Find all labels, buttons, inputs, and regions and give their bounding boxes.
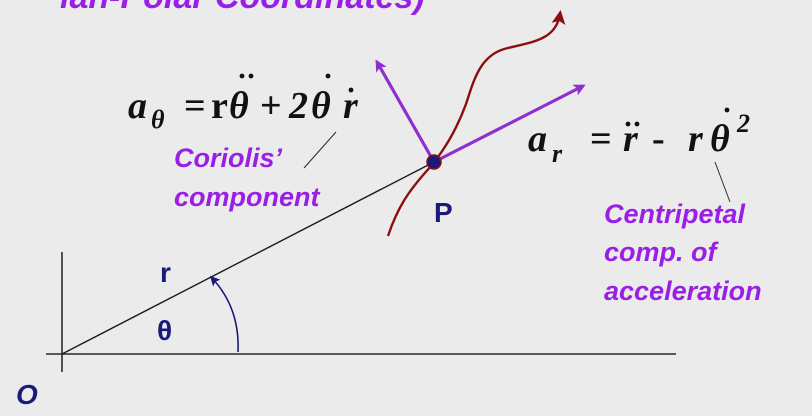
- a-r-equation: a r = r - r θ 2: [528, 107, 750, 168]
- a-theta-equals: =: [184, 85, 206, 127]
- a-r-exponent: 2: [736, 109, 750, 138]
- a-theta-theta2: θ: [311, 85, 331, 127]
- a-theta-coef: 2: [288, 85, 308, 127]
- a-r-subscript: r: [552, 139, 563, 168]
- angle-label: θ: [157, 315, 172, 346]
- radial-acceleration-vector: [433, 84, 586, 164]
- radius-label: r: [160, 257, 171, 288]
- radius-line: [61, 161, 435, 355]
- a-r-r1: r: [623, 118, 639, 160]
- a-theta-plus: +: [260, 85, 282, 127]
- point-p-dot: [426, 154, 442, 170]
- point-p-label: P: [434, 197, 453, 228]
- centripetal-label-line3: acceleration: [604, 276, 762, 306]
- theta1-dot-right: [248, 73, 254, 79]
- a-r-r2: r: [688, 118, 704, 160]
- a-r-equals: =: [590, 118, 612, 160]
- r1-dot-right: [634, 121, 640, 127]
- theta-arc-arrow: [209, 275, 239, 353]
- a-r-theta: θ: [710, 118, 730, 160]
- a-theta-symbol: a: [128, 85, 147, 127]
- theta1-dot-left: [239, 73, 245, 79]
- a-theta-theta1: θ: [229, 85, 249, 127]
- a-theta-r1: r: [211, 85, 228, 127]
- origin-label: O: [16, 379, 38, 410]
- coriolis-label-line2: component: [174, 182, 321, 212]
- a-r-symbol: a: [528, 118, 547, 160]
- r2-dot: [348, 87, 354, 93]
- coriolis-label-line1: Coriolis’: [174, 143, 283, 173]
- particle-path-curve: [386, 10, 566, 237]
- centripetal-leader-line: [714, 161, 731, 203]
- coriolis-leader-line: [303, 131, 337, 169]
- theta-dot: [724, 107, 730, 113]
- title-fragment: lan-Polar Coordinates): [60, 0, 425, 16]
- r1-dot-left: [625, 121, 631, 127]
- centripetal-label-line2: comp. of: [604, 237, 720, 267]
- a-theta-subscript: θ: [151, 105, 165, 134]
- centripetal-label-line1: Centripetal: [604, 199, 746, 229]
- theta2-dot: [325, 73, 331, 79]
- transverse-acceleration-vector: [375, 59, 436, 163]
- a-theta-equation: a θ = r θ + 2 θ r: [128, 73, 359, 134]
- a-theta-r2: r: [343, 85, 359, 127]
- a-r-minus: -: [652, 118, 665, 160]
